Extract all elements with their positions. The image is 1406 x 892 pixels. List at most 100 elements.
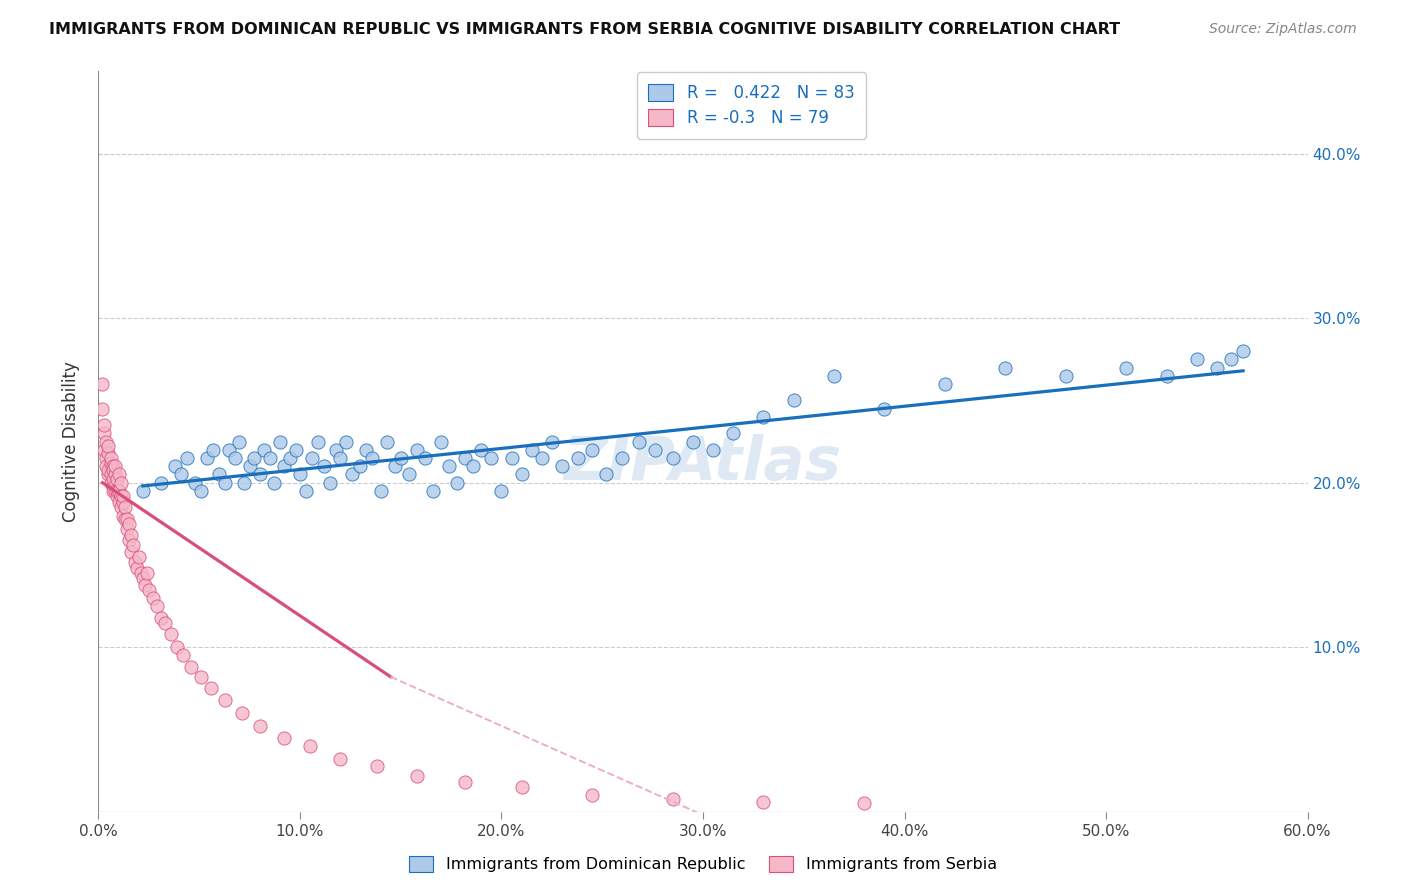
Point — [389, 450, 412, 465]
Point — [138, 582, 160, 597]
Point — [231, 706, 253, 720]
Point — [994, 360, 1017, 375]
Point — [97, 462, 120, 476]
Point — [115, 512, 138, 526]
Point — [101, 472, 124, 486]
Point — [100, 475, 122, 490]
Point — [454, 450, 477, 465]
Point — [91, 376, 114, 391]
Point — [567, 450, 589, 465]
Point — [501, 450, 523, 465]
Point — [430, 434, 453, 449]
Point — [295, 483, 318, 498]
Point — [96, 450, 118, 465]
Point — [125, 561, 148, 575]
Point — [115, 522, 138, 536]
Point — [100, 450, 122, 465]
Point — [160, 627, 183, 641]
Point — [370, 483, 392, 498]
Point — [110, 475, 132, 490]
Point — [103, 483, 125, 498]
Point — [190, 670, 212, 684]
Point — [342, 467, 364, 482]
Point — [249, 719, 271, 733]
Point — [91, 401, 114, 416]
Point — [242, 450, 264, 465]
Point — [239, 459, 262, 474]
Point — [121, 538, 143, 552]
Point — [1206, 360, 1229, 375]
Point — [413, 450, 436, 465]
Point — [149, 610, 172, 624]
Point — [581, 789, 603, 803]
Point — [214, 693, 236, 707]
Point — [627, 434, 650, 449]
Point — [132, 483, 155, 498]
Point — [361, 450, 384, 465]
Point — [103, 479, 125, 493]
Point — [101, 479, 124, 493]
Point — [146, 599, 169, 613]
Point — [422, 483, 444, 498]
Point — [100, 467, 122, 482]
Y-axis label: Cognitive Disability: Cognitive Disability — [62, 361, 80, 522]
Point — [682, 434, 704, 449]
Point — [107, 467, 129, 482]
Point — [1220, 352, 1243, 367]
Point — [228, 434, 250, 449]
Point — [702, 442, 724, 457]
Point — [783, 393, 806, 408]
Point — [97, 440, 120, 454]
Point — [612, 450, 634, 465]
Point — [595, 467, 617, 482]
Point — [107, 495, 129, 509]
Point — [530, 450, 553, 465]
Point — [284, 442, 307, 457]
Point — [375, 434, 398, 449]
Point — [124, 555, 146, 569]
Point — [510, 467, 533, 482]
Point — [481, 450, 503, 465]
Point — [661, 450, 683, 465]
Text: IMMIGRANTS FROM DOMINICAN REPUBLIC VS IMMIGRANTS FROM SERBIA COGNITIVE DISABILIT: IMMIGRANTS FROM DOMINICAN REPUBLIC VS IM… — [49, 22, 1121, 37]
Point — [335, 434, 357, 449]
Point — [170, 467, 193, 482]
Point — [349, 459, 371, 474]
Point — [661, 791, 683, 805]
Point — [114, 512, 136, 526]
Point — [288, 467, 311, 482]
Text: Source: ZipAtlas.com: Source: ZipAtlas.com — [1209, 22, 1357, 37]
Point — [823, 368, 845, 383]
Point — [752, 409, 775, 424]
Point — [405, 442, 427, 457]
Point — [454, 775, 477, 789]
Point — [134, 577, 156, 591]
Point — [299, 739, 322, 753]
Point — [96, 459, 118, 474]
Point — [149, 475, 172, 490]
Point — [129, 566, 152, 581]
Point — [218, 442, 240, 457]
Point — [195, 450, 218, 465]
Point — [278, 450, 301, 465]
Point — [249, 467, 271, 482]
Point — [166, 640, 188, 655]
Point — [1185, 352, 1208, 367]
Point — [314, 459, 336, 474]
Point — [319, 475, 342, 490]
Point — [103, 467, 125, 482]
Point — [111, 489, 134, 503]
Point — [97, 467, 120, 482]
Point — [184, 475, 207, 490]
Point — [224, 450, 246, 465]
Point — [873, 401, 896, 416]
Point — [214, 475, 236, 490]
Point — [405, 768, 427, 782]
Point — [176, 450, 198, 465]
Point — [103, 459, 125, 474]
Point — [329, 450, 352, 465]
Point — [93, 418, 115, 433]
Point — [273, 459, 295, 474]
Point — [202, 442, 225, 457]
Point — [101, 483, 124, 498]
